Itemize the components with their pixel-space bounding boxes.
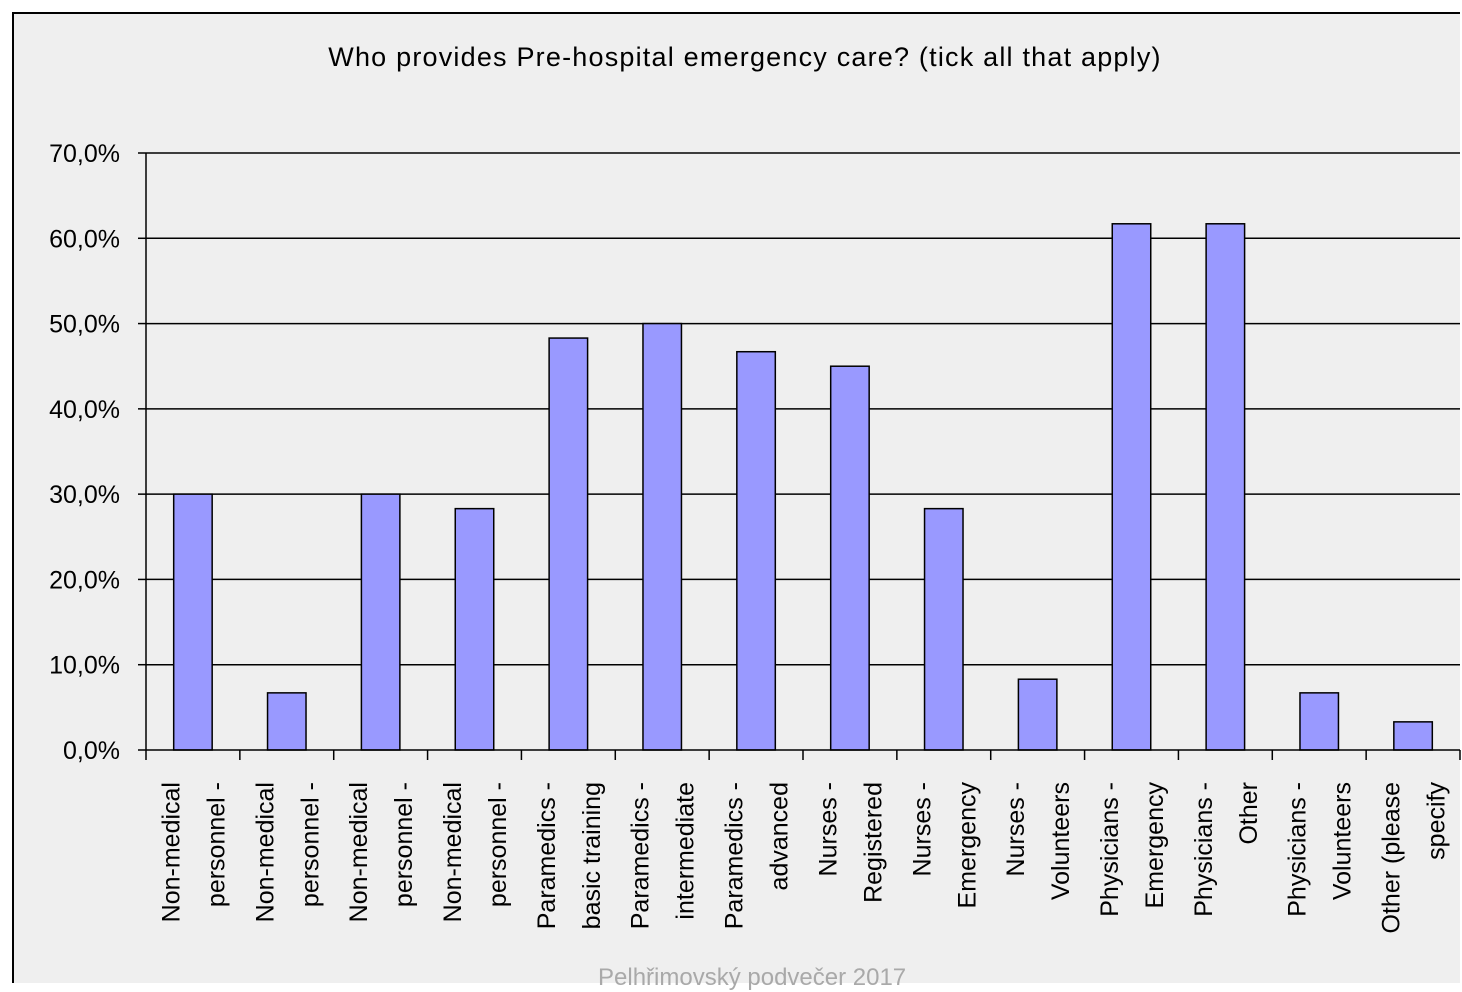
x-tick-label: Non-medical personnel - [251, 782, 324, 922]
svg-text:Paramedics -intermediate: Paramedics - intermediate [627, 782, 700, 929]
x-tick-label: Paramedics - intermediate [627, 782, 700, 929]
svg-text:Physicians -Emergency: Physicians - Emergency [1096, 782, 1169, 917]
axes [138, 152, 1461, 760]
svg-text:Physicians -Other: Physicians - Other [1190, 782, 1263, 917]
svg-text:Nurses -Registered: Nurses - Registered [814, 782, 887, 903]
y-tick-label: 30,0% [49, 481, 120, 509]
x-tick-label: Nurses - Volunteers [1002, 782, 1075, 900]
svg-text:Nurses -Volunteers: Nurses - Volunteers [1002, 782, 1075, 900]
svg-text:Physicians -Volunteers: Physicians - Volunteers [1284, 782, 1357, 917]
bar [1393, 721, 1434, 751]
y-tick-label: 20,0% [49, 566, 120, 594]
x-tick-label: Physicians - Volunteers [1284, 782, 1357, 917]
bar [1017, 678, 1058, 751]
y-tick-label: 50,0% [49, 311, 120, 339]
bar [172, 493, 213, 751]
y-tick-label: 40,0% [49, 396, 120, 424]
tick-labels: 70,0% 60,0% 50,0% 40,0% 30,0% 20,0% 10,0% 0,0% N… [49, 140, 1450, 933]
bar [736, 350, 777, 751]
svg-text:Nurses -Emergency: Nurses - Emergency [908, 782, 981, 909]
x-tick-label: Non-medical personnel - [345, 782, 418, 922]
bar [923, 507, 964, 751]
bar [360, 493, 401, 751]
bar [548, 337, 589, 751]
x-tick-label: Non-medical personnel - [157, 782, 230, 922]
chart-title: Who provides Pre-hospital emergency care… [328, 42, 1162, 72]
bar [1111, 223, 1152, 751]
bar [454, 507, 495, 751]
bar [1299, 692, 1340, 751]
bar [642, 322, 683, 751]
svg-text:Paramedics -basic training: Paramedics - basic training [533, 782, 606, 929]
x-tick-label: Non-medical personnel - [439, 782, 512, 922]
y-tick-label: 10,0% [49, 652, 120, 680]
x-tick-label: Other (please specify [1378, 782, 1451, 934]
svg-text:Paramedics -advanced: Paramedics - advanced [721, 782, 794, 929]
bar [266, 692, 307, 751]
x-tick-label: Paramedics - advanced [721, 782, 794, 929]
y-tick-label: 0,0% [63, 737, 120, 765]
gridlines [146, 152, 1460, 666]
bar [829, 365, 870, 751]
x-tick-label: Nurses - Emergency [908, 782, 981, 909]
x-tick-label: Physicians - Emergency [1096, 782, 1169, 917]
y-tick-label: 60,0% [49, 225, 120, 253]
x-tick-label: Paramedics - basic training [533, 782, 606, 929]
y-tick-label: 70,0% [49, 140, 120, 168]
bar [1205, 223, 1246, 751]
footer-watermark-text: Pelhřimovský podvečer 2017 [598, 964, 907, 991]
x-tick-label: Physicians - Other [1190, 782, 1263, 917]
bars [172, 223, 1434, 751]
x-tick-label: Nurses - Registered [814, 782, 887, 903]
